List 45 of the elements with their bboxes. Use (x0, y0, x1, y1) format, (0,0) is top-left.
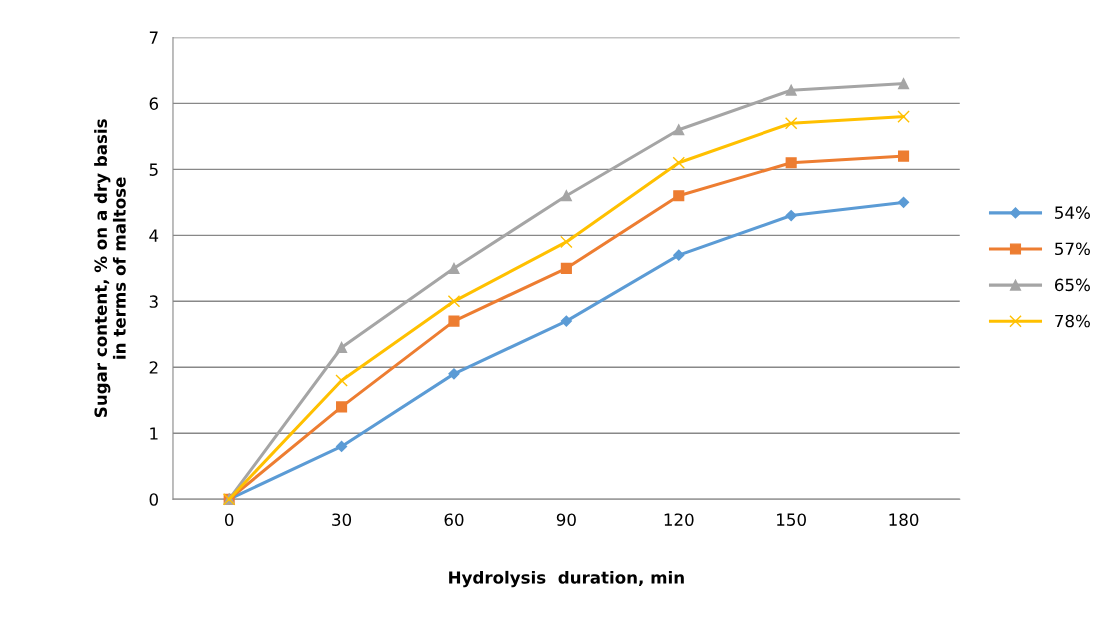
point (785, 84, 797, 96)
point (560, 262, 572, 274)
point (447, 295, 461, 308)
x-tick-label: 180 (889, 513, 919, 526)
point (897, 110, 910, 123)
point (336, 401, 348, 413)
y-tick-label: 1 (150, 427, 158, 440)
point (560, 235, 573, 249)
x-tick-label: 30 (332, 513, 352, 526)
point (785, 209, 797, 222)
point (672, 156, 686, 170)
point (784, 116, 798, 130)
y-axis-title: Sugar content, % on a dry basis in terms of maltose (94, 119, 126, 417)
point (560, 315, 572, 327)
y-tick-label: 4 (149, 229, 159, 242)
legend-label: 54% (1055, 206, 1090, 219)
x-axis-title: Hydrolysis duration, min (449, 570, 684, 588)
y-tick-label: 5 (149, 163, 158, 176)
point (336, 341, 348, 354)
point (560, 190, 572, 202)
y-tick-label: 6 (149, 97, 159, 110)
y-tick-label: 7 (149, 31, 158, 44)
legend-label: 78% (1055, 314, 1090, 328)
point (785, 157, 797, 169)
y-tick-label: 2 (149, 361, 158, 374)
x-tick-label: 90 (556, 513, 576, 526)
point (335, 440, 348, 453)
point (898, 150, 910, 162)
legend-label: 65% (1054, 278, 1090, 292)
point (448, 315, 460, 327)
point (448, 368, 460, 380)
point (898, 78, 910, 90)
x-tick-label: 0 (224, 513, 234, 526)
y-tick-label: 0 (149, 493, 158, 506)
y-tick-label: 3 (149, 295, 158, 308)
point (673, 124, 685, 136)
point (673, 249, 685, 261)
x-tick-label: 60 (444, 513, 464, 526)
x-tick-label: 150 (777, 513, 806, 526)
point (335, 374, 348, 387)
point (897, 196, 910, 208)
point (448, 262, 460, 274)
x-tick-label: 120 (664, 513, 694, 526)
point (673, 190, 685, 202)
legend-label: 57% (1055, 242, 1090, 256)
